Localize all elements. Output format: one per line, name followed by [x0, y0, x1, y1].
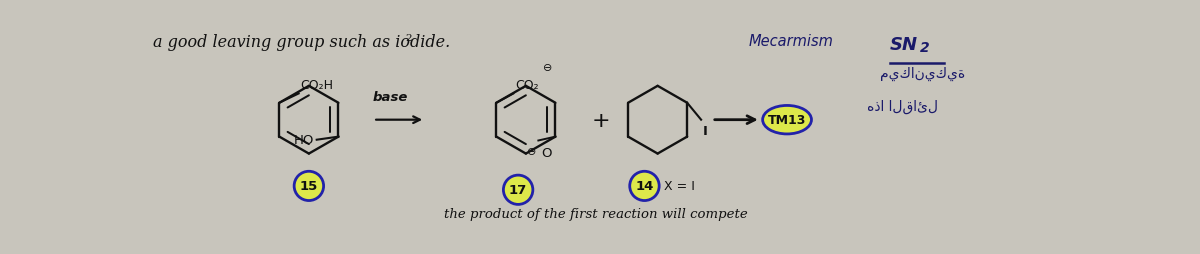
Circle shape	[294, 172, 324, 201]
Text: a good leaving group such as iodide.: a good leaving group such as iodide.	[154, 34, 450, 51]
Text: 2: 2	[919, 40, 929, 54]
Text: ميكانيكية: ميكانيكية	[880, 67, 965, 81]
Text: 14: 14	[635, 180, 654, 193]
Text: 17: 17	[509, 184, 527, 197]
Ellipse shape	[763, 106, 811, 134]
Circle shape	[504, 176, 533, 204]
Text: CO₂: CO₂	[515, 79, 539, 92]
Text: SN: SN	[890, 36, 918, 54]
Text: HO: HO	[294, 134, 314, 147]
Text: I: I	[703, 125, 708, 138]
Text: 2: 2	[406, 34, 413, 43]
Text: +: +	[592, 110, 611, 130]
Text: هذا القائل: هذا القائل	[866, 100, 938, 114]
Text: TM13: TM13	[768, 114, 806, 127]
Text: Mecarmism: Mecarmism	[749, 34, 833, 49]
Text: ⊖: ⊖	[528, 146, 536, 156]
Text: base: base	[372, 90, 408, 103]
Text: 15: 15	[300, 180, 318, 193]
Text: ⊖: ⊖	[542, 63, 552, 73]
Text: O: O	[541, 146, 552, 159]
Text: X = I: X = I	[664, 180, 695, 193]
Text: the product of the first reaction will compete: the product of the first reaction will c…	[444, 207, 749, 220]
Circle shape	[630, 172, 659, 201]
Text: CO₂H: CO₂H	[300, 79, 334, 92]
